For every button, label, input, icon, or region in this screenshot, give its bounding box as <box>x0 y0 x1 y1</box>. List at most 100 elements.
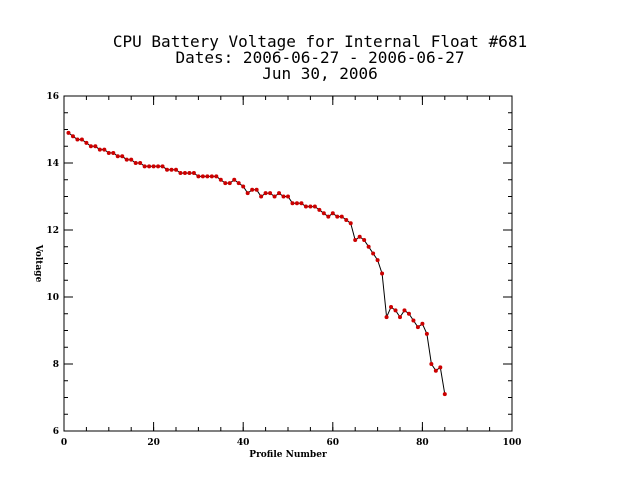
data-point <box>424 331 429 336</box>
data-point <box>442 392 447 397</box>
data-point <box>433 368 438 373</box>
data-point <box>380 271 385 276</box>
data-point <box>254 187 259 192</box>
data-point <box>402 308 407 313</box>
x-tick-label: 100 <box>503 438 522 448</box>
y-tick-label: 12 <box>46 226 59 236</box>
data-point <box>223 181 228 186</box>
x-tick-label: 0 <box>61 438 67 448</box>
x-tick-label: 20 <box>147 438 160 448</box>
data-point <box>362 238 367 243</box>
y-tick-label: 10 <box>46 293 59 303</box>
y-axis-label: Voltage <box>33 244 43 283</box>
y-tick-label: 8 <box>53 360 59 370</box>
data-point <box>317 207 322 212</box>
data-point <box>308 204 313 209</box>
data-point <box>232 177 237 182</box>
data-point <box>250 187 255 192</box>
data-point <box>133 161 138 165</box>
data-point <box>277 191 282 196</box>
data-point <box>79 137 84 142</box>
data-point <box>205 174 210 179</box>
data-point <box>389 305 394 310</box>
data-point <box>375 258 380 263</box>
series-line <box>68 132 446 395</box>
data-point <box>429 362 434 366</box>
data-point <box>236 181 241 186</box>
data-point <box>165 167 170 172</box>
chart-title-line-3: Jun 30, 2006 <box>262 64 378 83</box>
data-point <box>214 174 219 179</box>
data-point <box>344 217 349 222</box>
data-point <box>411 318 416 323</box>
data-point <box>366 244 371 249</box>
x-tick-label: 80 <box>416 438 429 448</box>
data-point <box>187 171 192 176</box>
voltage-series <box>66 130 447 397</box>
data-point <box>191 171 196 176</box>
data-point <box>156 164 161 169</box>
data-point <box>142 164 147 169</box>
data-point <box>348 221 353 226</box>
data-point <box>335 214 340 219</box>
data-point <box>272 194 277 199</box>
chart-title-line-2: Dates: 2006-06-27 - 2006-06-27 <box>175 48 465 67</box>
data-point <box>398 315 402 320</box>
data-point <box>174 167 178 172</box>
data-point <box>93 144 98 149</box>
data-point <box>290 201 295 206</box>
data-point <box>241 184 246 189</box>
data-point <box>124 157 129 162</box>
data-point <box>209 174 214 179</box>
data-point <box>353 238 358 243</box>
data-point <box>111 150 116 155</box>
data-point <box>160 164 165 169</box>
data-point <box>259 194 264 199</box>
data-point <box>312 204 317 209</box>
data-point <box>406 311 411 316</box>
data-point <box>357 234 362 239</box>
data-point <box>138 161 143 165</box>
data-point <box>66 130 71 135</box>
data-point <box>147 164 152 169</box>
data-point <box>151 164 156 169</box>
data-point <box>84 140 89 145</box>
data-point <box>178 171 183 176</box>
plot-frame <box>63 95 513 432</box>
data-point <box>286 194 290 199</box>
data-point <box>106 150 111 155</box>
data-point <box>330 211 335 216</box>
data-point <box>371 251 376 256</box>
data-point <box>129 157 134 162</box>
data-point <box>169 167 174 172</box>
data-point <box>182 171 187 176</box>
data-point <box>88 144 93 149</box>
data-point <box>326 214 331 219</box>
data-point <box>438 365 443 370</box>
y-tick-label: 16 <box>46 92 59 102</box>
data-point <box>303 204 308 209</box>
data-point <box>415 325 420 330</box>
data-point <box>294 201 299 206</box>
data-point <box>321 211 326 216</box>
data-point <box>393 308 398 313</box>
data-point <box>227 181 232 186</box>
data-point <box>339 214 344 219</box>
data-point <box>384 315 389 320</box>
chart-title-line-1: CPU Battery Voltage for Internal Float #… <box>112 32 528 51</box>
data-point <box>120 154 125 159</box>
data-point <box>200 174 205 179</box>
data-point <box>268 191 273 196</box>
data-point <box>218 177 223 182</box>
y-tick-label: 14 <box>46 159 59 169</box>
axis-ticks: 0 20 40 60 80 100 6 8 10 12 14 16 <box>46 92 521 448</box>
plot-axes <box>63 95 513 432</box>
chart-title: CPU Battery Voltage for Internal Float #… <box>0 34 640 82</box>
data-point <box>420 321 425 326</box>
data-point <box>245 191 250 196</box>
data-point <box>70 134 75 139</box>
data-point <box>263 191 268 196</box>
data-point <box>75 137 80 142</box>
x-axis-label: Profile Number <box>249 450 327 460</box>
data-point <box>97 147 102 152</box>
